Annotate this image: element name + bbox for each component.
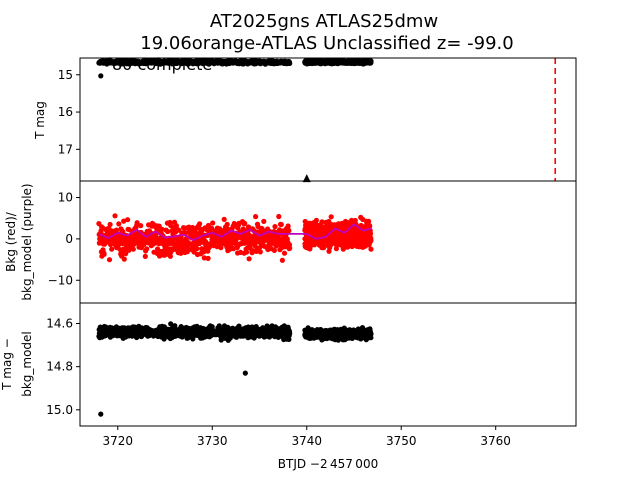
mid-point (101, 251, 107, 257)
mid-point (138, 223, 144, 229)
chart-title-line1: AT2025gns ATLAS25dmw (210, 11, 438, 32)
mid-point (123, 251, 129, 257)
mid-ytick-label: 0 (65, 232, 73, 246)
mid-point (245, 224, 252, 230)
bot-outlier-point (242, 370, 248, 376)
xtick-label: 3720 (103, 434, 134, 448)
mid-point (257, 249, 263, 255)
top-ytick-label: 16 (58, 105, 73, 119)
panel-bottom: 14.6 14.8 15.0 3720 3730 3740 3750 3760 T mag −… (0, 302, 577, 448)
overlay-text: 80 complete (112, 55, 212, 74)
bot-point (216, 323, 222, 329)
mid-point (281, 250, 288, 256)
bot-point (132, 324, 138, 330)
mid-point (367, 230, 374, 237)
mid-point (106, 257, 113, 263)
mid-point (221, 216, 227, 222)
top-point (368, 58, 374, 64)
mid-point (333, 246, 339, 252)
bot-outlier-point (98, 411, 104, 417)
mid-point (244, 249, 250, 255)
mid-point (197, 221, 203, 227)
xtick-label: 3740 (291, 434, 322, 448)
mid-point (125, 217, 131, 223)
mid-point (112, 213, 118, 219)
bot-ytick-label: 14.8 (46, 360, 73, 374)
mid-point (134, 220, 140, 226)
mid-point (218, 245, 224, 251)
bkg-model-line (98, 223, 372, 242)
bot-ytick-label: 15.0 (46, 403, 73, 417)
x-axis-label: BTJD −2 457 000 (278, 457, 378, 471)
mid-point (278, 221, 284, 228)
mid-point (286, 228, 292, 234)
mid-point (167, 253, 173, 259)
mid-point (108, 242, 114, 248)
bot-point (368, 331, 374, 337)
mid-point (224, 221, 230, 227)
mid-point (279, 257, 285, 263)
triangle-marker (302, 174, 311, 183)
middle-ylabel-line2: bkg_model (purple) (20, 183, 34, 300)
top-outlier-point (98, 73, 104, 79)
mid-point (113, 227, 119, 233)
mid-point (201, 255, 207, 261)
mid-point (319, 219, 325, 225)
top-ytick-label: 15 (58, 68, 73, 82)
middle-ylabel-line1: Bkg (red)/ (4, 211, 18, 272)
xtick-label: 3730 (197, 434, 228, 448)
mid-ytick-label: −10 (48, 273, 73, 287)
mid-point (368, 238, 374, 244)
mid-point (109, 246, 115, 252)
mid-point (107, 221, 113, 228)
mid-point (285, 223, 291, 229)
bot-point (286, 336, 292, 342)
mid-point (253, 214, 259, 220)
mid-point (246, 256, 252, 262)
panel-bottom-frame (79, 302, 577, 427)
mid-point (121, 256, 127, 262)
mid-point (366, 218, 372, 224)
bot-point (368, 335, 374, 341)
mid-point (210, 220, 216, 226)
mid-point (194, 246, 200, 252)
mid-point (242, 220, 248, 227)
mid-point (272, 224, 278, 230)
bottom-ylabel-line1: T mag − (0, 338, 14, 391)
mid-point (165, 228, 171, 235)
top-ytick-label: 17 (58, 142, 73, 156)
mid-point (276, 213, 282, 220)
mid-point (121, 218, 127, 224)
mid-point (142, 253, 148, 259)
top-point (287, 60, 293, 66)
mid-point (189, 224, 196, 231)
mid-point (368, 246, 374, 252)
mid-point (209, 225, 215, 231)
bottom-ylabel-line2: bkg_model (20, 331, 34, 397)
mid-point (328, 214, 334, 220)
xtick-label: 3750 (386, 434, 417, 448)
mid-point (261, 218, 267, 224)
bot-ytick-label: 14.6 (46, 317, 73, 331)
top-ylabel: T mag (33, 101, 47, 140)
bot-point (287, 330, 293, 336)
xtick-label: 3760 (480, 434, 511, 448)
mid-point (367, 223, 373, 229)
mid-point (144, 246, 150, 252)
chart-title-line2: 19.06orange-ATLAS Unclassified z= -99.0 (140, 33, 513, 54)
panel-top-frame (79, 57, 577, 182)
mid-point (189, 233, 195, 239)
mid-ytick-label: 10 (58, 191, 73, 205)
mid-point (287, 245, 293, 251)
mid-point (159, 226, 165, 232)
mid-point (313, 217, 319, 223)
mid-point (130, 246, 136, 252)
panel-top: 15 16 17 80 complete T mag (33, 55, 577, 183)
mid-point (116, 221, 122, 227)
mid-point (205, 255, 211, 261)
panel-middle: 10 0 −10 Bkg (red)/ bkg_model (purple) (4, 180, 577, 304)
mid-point (271, 247, 277, 253)
